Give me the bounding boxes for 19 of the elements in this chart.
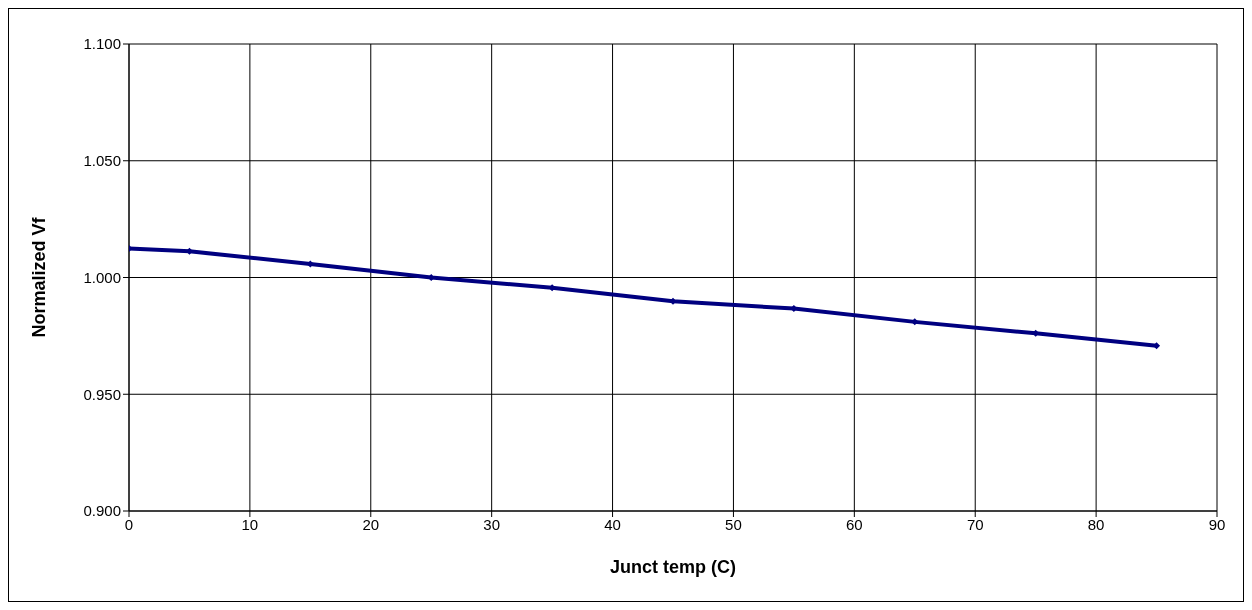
x-tick-label: 0 [124,515,134,533]
y-axis-title: Normalized Vf [29,216,50,338]
x-tick-label: 90 [1208,515,1226,533]
point [1153,342,1161,350]
x-axis-title: Junct temp (C) [610,557,737,577]
x-tick-label: 10 [241,515,259,533]
x-tick-label: 80 [1087,515,1105,533]
y-tick-label: 0.950 [83,385,121,403]
x-tick-label: 60 [845,515,863,533]
y-tick-label: 1.050 [83,152,121,170]
y-tick-label: 0.900 [83,502,121,520]
x-tick-label: 30 [483,515,501,533]
y-tick-label: 1.000 [83,268,121,286]
x-tick-label: 50 [725,515,742,533]
point [911,318,919,326]
x-tick-label: 20 [362,515,380,533]
x-tick-label: 40 [604,515,621,533]
x-tick-label: 70 [966,515,984,533]
y-tick-label: 1.100 [83,35,121,53]
